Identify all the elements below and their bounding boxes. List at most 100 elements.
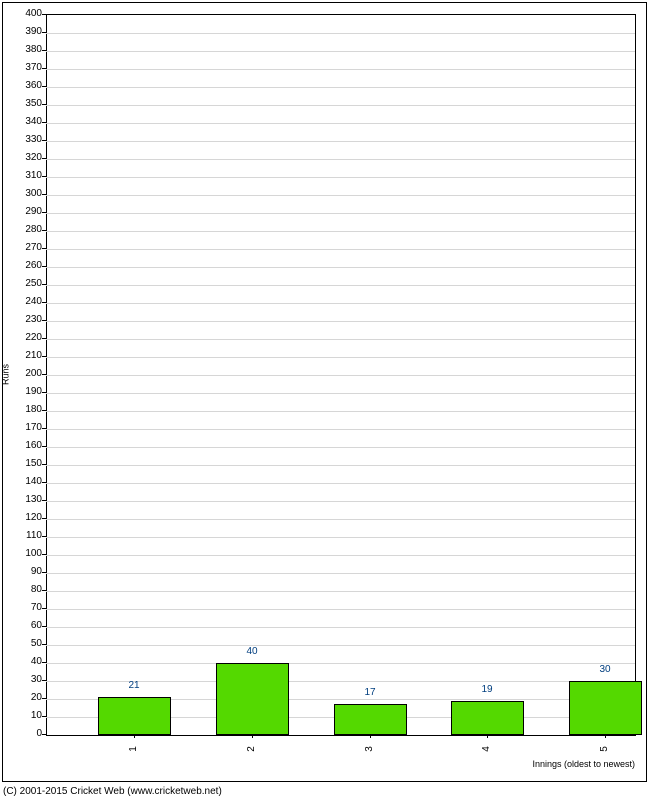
y-tick-label: 100	[14, 549, 42, 559]
gridline	[46, 195, 635, 196]
y-tick-mark	[42, 176, 46, 177]
y-tick-label: 150	[14, 459, 42, 469]
bar-value-label: 30	[585, 665, 625, 675]
y-tick-label: 70	[14, 603, 42, 613]
gridline	[46, 159, 635, 160]
gridline	[46, 267, 635, 268]
gridline	[46, 429, 635, 430]
y-tick-label: 350	[14, 99, 42, 109]
y-tick-label: 130	[14, 495, 42, 505]
y-tick-label: 20	[14, 693, 42, 703]
gridline	[46, 573, 635, 574]
y-tick-mark	[42, 590, 46, 591]
y-tick-mark	[42, 338, 46, 339]
gridline	[46, 375, 635, 376]
y-tick-mark	[42, 158, 46, 159]
y-tick-label: 300	[14, 189, 42, 199]
y-tick-mark	[42, 104, 46, 105]
gridline	[46, 321, 635, 322]
y-tick-label: 210	[14, 351, 42, 361]
y-tick-mark	[42, 554, 46, 555]
y-tick-mark	[42, 266, 46, 267]
y-tick-label: 160	[14, 441, 42, 451]
x-tick-label: 1	[129, 742, 139, 756]
bar	[98, 697, 171, 735]
y-tick-mark	[42, 734, 46, 735]
bar	[569, 681, 642, 735]
y-tick-mark	[42, 410, 46, 411]
y-tick-label: 340	[14, 117, 42, 127]
y-tick-mark	[42, 644, 46, 645]
gridline	[46, 447, 635, 448]
gridline	[46, 411, 635, 412]
y-tick-label: 40	[14, 657, 42, 667]
y-tick-label: 200	[14, 369, 42, 379]
y-tick-label: 10	[14, 711, 42, 721]
bar	[334, 704, 407, 735]
y-tick-label: 30	[14, 675, 42, 685]
y-tick-mark	[42, 14, 46, 15]
gridline	[46, 69, 635, 70]
y-tick-label: 370	[14, 63, 42, 73]
y-tick-mark	[42, 122, 46, 123]
y-tick-mark	[42, 482, 46, 483]
y-tick-label: 90	[14, 567, 42, 577]
gridline	[46, 51, 635, 52]
y-tick-mark	[42, 140, 46, 141]
y-tick-mark	[42, 608, 46, 609]
gridline	[46, 501, 635, 502]
y-tick-label: 220	[14, 333, 42, 343]
gridline	[46, 591, 635, 592]
y-tick-label: 120	[14, 513, 42, 523]
y-tick-mark	[42, 374, 46, 375]
gridline	[46, 231, 635, 232]
bar-value-label: 17	[350, 688, 390, 698]
y-tick-mark	[42, 50, 46, 51]
gridline	[46, 627, 635, 628]
y-tick-mark	[42, 356, 46, 357]
gridline	[46, 339, 635, 340]
bar	[451, 701, 524, 735]
y-tick-label: 0	[14, 729, 42, 739]
x-tick-label: 3	[365, 742, 375, 756]
y-tick-label: 250	[14, 279, 42, 289]
x-axis-title: Innings (oldest to newest)	[415, 760, 635, 769]
x-tick-label: 4	[482, 742, 492, 756]
y-tick-label: 360	[14, 81, 42, 91]
y-tick-mark	[42, 284, 46, 285]
y-tick-label: 140	[14, 477, 42, 487]
gridline	[46, 645, 635, 646]
gridline	[46, 123, 635, 124]
x-tick-label: 2	[247, 742, 257, 756]
y-tick-label: 110	[14, 531, 42, 541]
gridline	[46, 609, 635, 610]
y-tick-label: 390	[14, 27, 42, 37]
y-tick-mark	[42, 626, 46, 627]
gridline	[46, 285, 635, 286]
gridline	[46, 663, 635, 664]
gridline	[46, 465, 635, 466]
page-root: Runs Innings (oldest to newest) (C) 2001…	[0, 0, 650, 800]
gridline	[46, 105, 635, 106]
bar-value-label: 19	[467, 685, 507, 695]
y-tick-label: 280	[14, 225, 42, 235]
y-tick-label: 170	[14, 423, 42, 433]
y-tick-mark	[42, 716, 46, 717]
y-tick-mark	[42, 536, 46, 537]
y-axis-title: Runs	[2, 354, 11, 394]
y-tick-label: 260	[14, 261, 42, 271]
gridline	[46, 519, 635, 520]
gridline	[46, 483, 635, 484]
y-tick-label: 60	[14, 621, 42, 631]
x-tick-mark	[605, 734, 606, 738]
y-tick-mark	[42, 68, 46, 69]
y-tick-mark	[42, 302, 46, 303]
y-tick-mark	[42, 392, 46, 393]
y-tick-label: 330	[14, 135, 42, 145]
gridline	[46, 249, 635, 250]
y-tick-label: 270	[14, 243, 42, 253]
gridline	[46, 555, 635, 556]
x-tick-mark	[487, 734, 488, 738]
gridline	[46, 141, 635, 142]
gridline	[46, 213, 635, 214]
